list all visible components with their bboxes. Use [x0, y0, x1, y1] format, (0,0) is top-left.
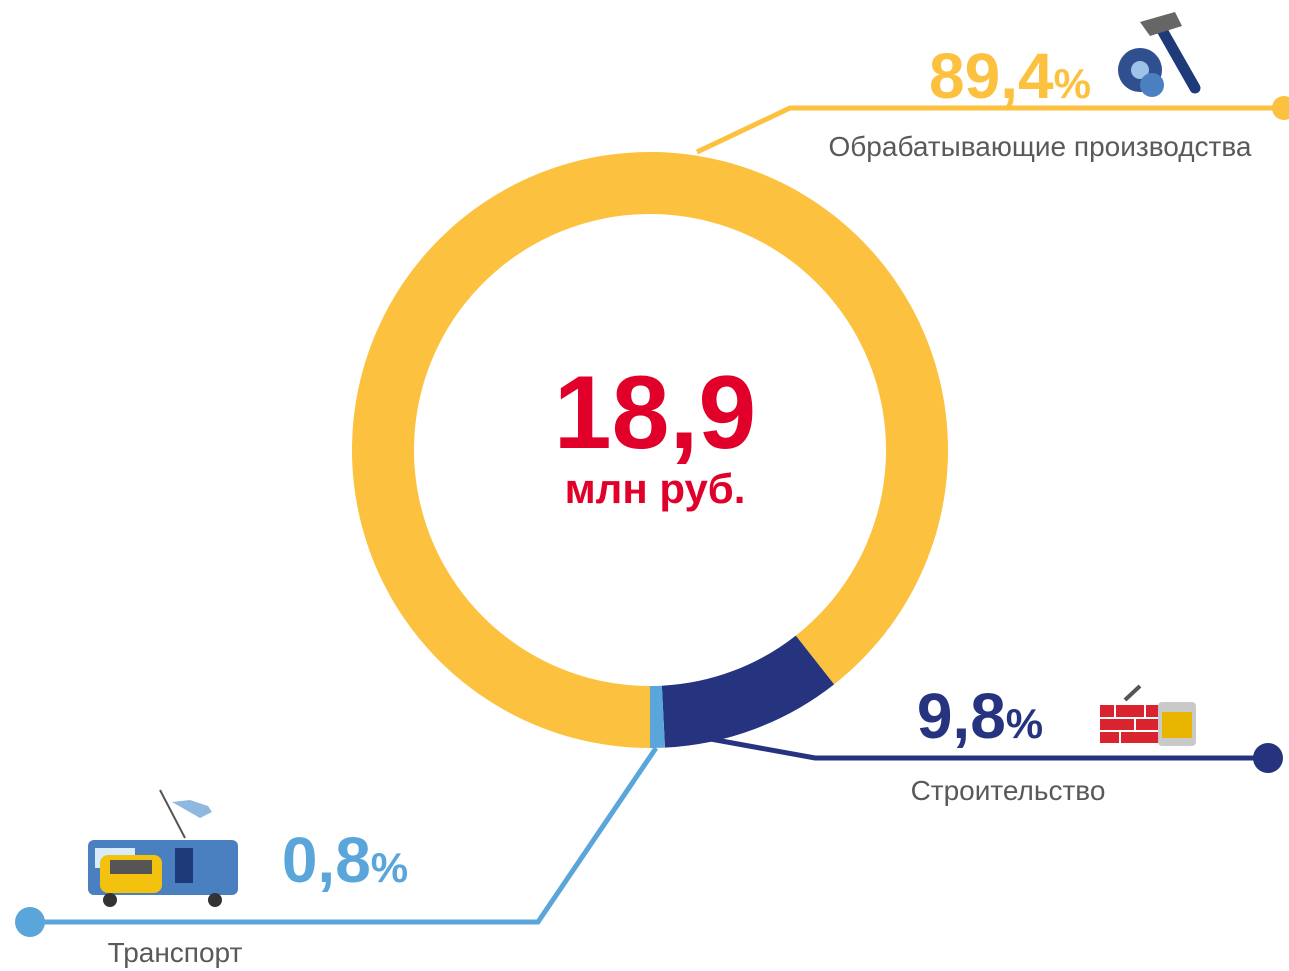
leader-dot	[1253, 743, 1283, 773]
center-unit: млн руб.	[565, 465, 746, 512]
leader-dot	[15, 907, 45, 937]
category-label: Строительство	[911, 775, 1106, 806]
transport-icon	[88, 789, 238, 907]
tools-icon	[1118, 12, 1201, 97]
donut-slice	[650, 685, 665, 748]
leader-lines	[15, 96, 1289, 937]
category-label: Транспорт	[108, 937, 243, 968]
donut-slice	[661, 635, 835, 748]
leader-line	[704, 735, 1268, 761]
center-value: 18,9	[554, 355, 756, 471]
construction-icon	[1100, 684, 1196, 746]
leader-dot	[1272, 96, 1289, 120]
leader-line	[30, 746, 659, 925]
category-label: Обрабатывающие производства	[828, 131, 1251, 162]
leader-line	[695, 105, 1289, 155]
value-label: 9,8%	[917, 680, 1043, 752]
donut	[352, 152, 949, 749]
value-label: 0,8%	[282, 824, 408, 896]
value-label: 89,4%	[929, 40, 1091, 112]
